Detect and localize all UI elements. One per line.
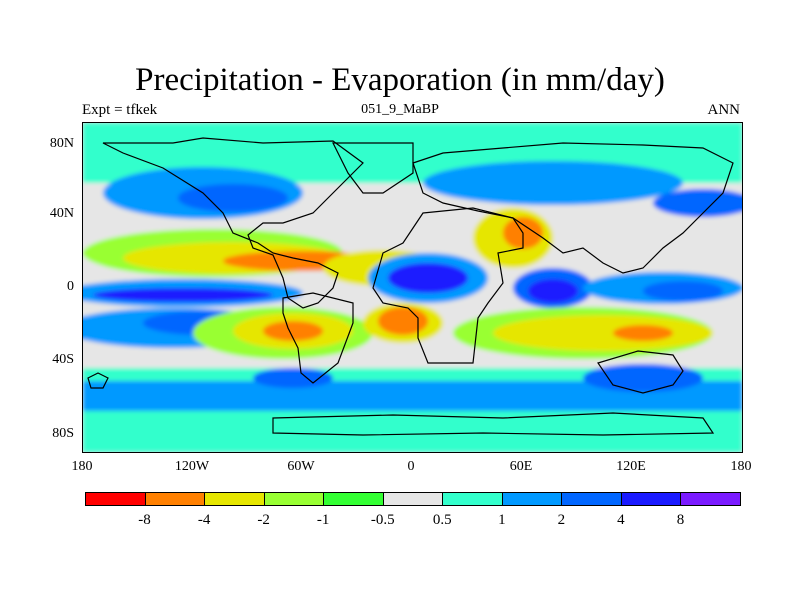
colorbar-swatch	[85, 492, 146, 506]
coastlines	[87, 137, 734, 436]
colorbar-swatch	[263, 492, 325, 506]
time-label: 051_9_MaBP	[361, 102, 439, 117]
map-plot-area	[82, 122, 743, 453]
x-tick-label: 0	[407, 459, 415, 474]
colorbar	[85, 492, 741, 508]
y-tick-label: 80S	[52, 426, 74, 441]
experiment-label: Expt = tfkek	[82, 102, 158, 118]
y-tick-label: 40N	[49, 206, 74, 221]
x-tick-label: 120E	[616, 459, 646, 474]
colorbar-label: -2	[257, 512, 270, 528]
colorbar-swatch	[501, 492, 563, 506]
colorbar-label: 4	[617, 512, 625, 528]
colorbar-swatch	[561, 492, 622, 506]
map-title: Precipitation - Evaporation (in mm/day)	[135, 62, 665, 98]
colorbar-label: -4	[197, 512, 211, 528]
x-tick-label: 60W	[287, 459, 315, 474]
precip-evap-map	[83, 123, 742, 452]
colorbar-label: -1	[316, 512, 330, 528]
colorbar-swatch	[620, 492, 682, 506]
x-tick-label: 120W	[174, 459, 210, 474]
y-tick-label: 40S	[52, 352, 74, 367]
colorbar-swatch	[680, 492, 741, 506]
x-tick-label: 180	[730, 459, 752, 474]
colorbar-swatch	[382, 492, 444, 506]
colorbar-swatch	[323, 492, 384, 506]
colorbar-swatch	[442, 492, 503, 506]
colorbar-swatch	[204, 492, 265, 506]
x-tick-label: 60E	[509, 459, 533, 474]
colorbar-label: -8	[138, 512, 151, 528]
y-tick-label: 80N	[49, 136, 74, 151]
x-tick-label: 180	[71, 459, 93, 474]
colorbar-label: -0.5	[370, 512, 395, 528]
colorbar-swatch	[144, 492, 206, 506]
y-tick-label: 0	[67, 279, 74, 294]
season-label: ANN	[707, 102, 741, 118]
colorbar-label: 0.5	[432, 512, 452, 528]
colorbar-label: 1	[498, 512, 506, 528]
colorbar-label: 8	[676, 512, 685, 528]
colorbar-label: 2	[557, 512, 566, 528]
